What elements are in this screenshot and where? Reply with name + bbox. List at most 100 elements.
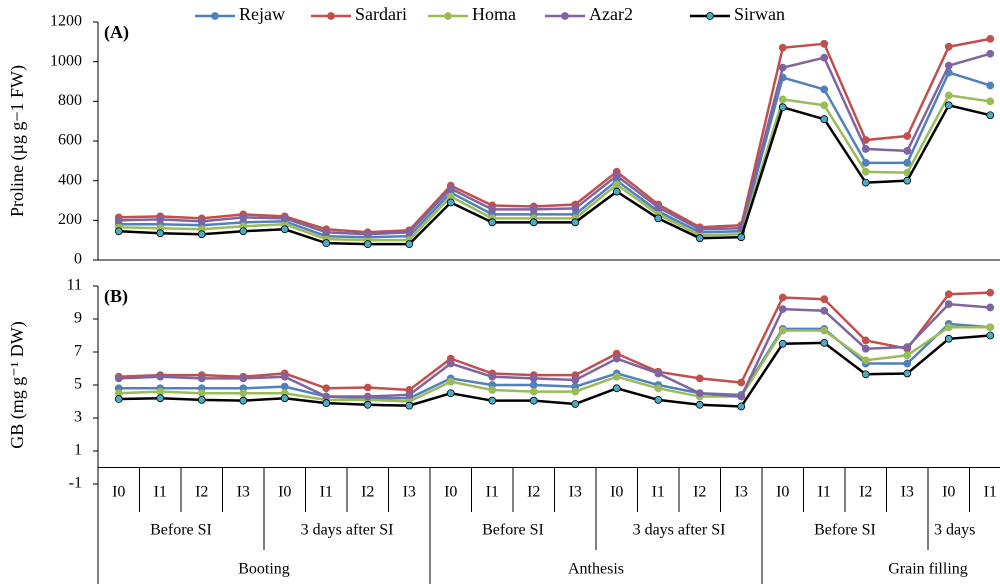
point — [239, 389, 248, 398]
point — [861, 336, 870, 345]
point — [239, 374, 248, 383]
point — [239, 396, 248, 405]
point — [197, 389, 206, 398]
point — [612, 372, 621, 381]
panel-label: (B) — [104, 286, 128, 307]
point — [612, 384, 621, 393]
series-line — [118, 326, 991, 403]
point — [114, 395, 123, 403]
point — [778, 339, 787, 348]
group-label: Before SI — [814, 522, 876, 539]
point — [571, 400, 580, 408]
point — [280, 214, 289, 223]
point — [654, 384, 663, 393]
point — [571, 387, 580, 396]
point — [197, 374, 206, 383]
point — [903, 132, 912, 140]
group-label: 3 days — [934, 522, 975, 539]
point — [446, 198, 455, 207]
legend-marker — [211, 12, 219, 20]
point — [654, 214, 663, 223]
x-tick-label: I3 — [735, 484, 748, 501]
legend-marker — [327, 12, 335, 20]
point — [944, 42, 953, 51]
point — [778, 95, 787, 104]
supergroup-label: Booting — [238, 561, 290, 578]
point — [529, 218, 538, 227]
point — [944, 290, 953, 299]
legend-label: Sardari — [355, 4, 407, 24]
point — [944, 334, 953, 343]
x-tick-label: I2 — [859, 484, 872, 501]
point — [280, 382, 289, 391]
y-tick-label: 3 — [74, 409, 82, 426]
point — [861, 167, 870, 176]
point — [903, 176, 912, 185]
y-tick-label: 0 — [74, 251, 82, 268]
series-line — [118, 37, 991, 234]
point — [903, 158, 912, 167]
point — [986, 303, 995, 312]
point — [903, 351, 912, 360]
point — [944, 323, 953, 332]
point — [986, 34, 995, 43]
group-label: Before SI — [482, 522, 544, 539]
point — [446, 359, 455, 368]
point — [114, 216, 123, 225]
point — [571, 204, 580, 213]
x-tick-label: I3 — [569, 484, 582, 501]
series-line — [118, 71, 991, 239]
x-tick-label: I1 — [652, 484, 665, 501]
series-line — [118, 94, 991, 242]
point — [612, 187, 621, 196]
point — [446, 377, 455, 386]
point — [280, 225, 289, 234]
point — [197, 395, 206, 404]
point — [363, 383, 372, 392]
x-tick-label: I1 — [486, 484, 499, 501]
point — [654, 369, 663, 378]
point — [737, 378, 746, 387]
supergroup-label: Anthesis — [568, 561, 624, 578]
point — [944, 101, 953, 110]
x-tick-label: I2 — [693, 484, 706, 501]
point — [820, 339, 829, 347]
x-tick-label: I0 — [776, 484, 789, 501]
point — [571, 376, 580, 384]
point — [986, 81, 995, 90]
x-tick-label: I0 — [444, 484, 457, 501]
x-tick-label: I2 — [361, 484, 374, 501]
point — [778, 43, 787, 52]
point — [861, 344, 870, 353]
panel-label: (A) — [104, 22, 129, 43]
point — [944, 61, 953, 70]
x-tick-label: I1 — [154, 484, 167, 501]
point — [986, 111, 995, 120]
point — [529, 387, 538, 396]
point — [861, 370, 870, 379]
x-tick-label: I1 — [320, 484, 333, 501]
point — [322, 384, 331, 393]
legend-label: Homa — [472, 4, 516, 24]
point — [737, 392, 746, 401]
x-tick-label: I3 — [403, 484, 416, 501]
legend-marker — [561, 12, 569, 20]
point — [737, 233, 746, 242]
point — [820, 115, 829, 124]
point — [488, 396, 497, 405]
point — [156, 229, 165, 238]
point — [654, 395, 663, 404]
group-label: 3 days after SI — [633, 522, 726, 539]
point — [405, 390, 414, 399]
x-tick-label: I0 — [278, 484, 291, 501]
y-tick-label: 200 — [58, 211, 82, 228]
point — [280, 372, 289, 381]
point — [529, 374, 538, 383]
y-tick-label: -1 — [69, 475, 82, 492]
point — [944, 91, 953, 100]
x-tick-label: I3 — [237, 484, 250, 501]
point — [280, 394, 289, 403]
point — [986, 49, 995, 58]
point — [820, 101, 829, 110]
